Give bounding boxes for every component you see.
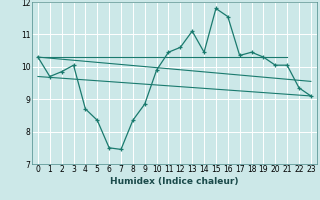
X-axis label: Humidex (Indice chaleur): Humidex (Indice chaleur) xyxy=(110,177,239,186)
